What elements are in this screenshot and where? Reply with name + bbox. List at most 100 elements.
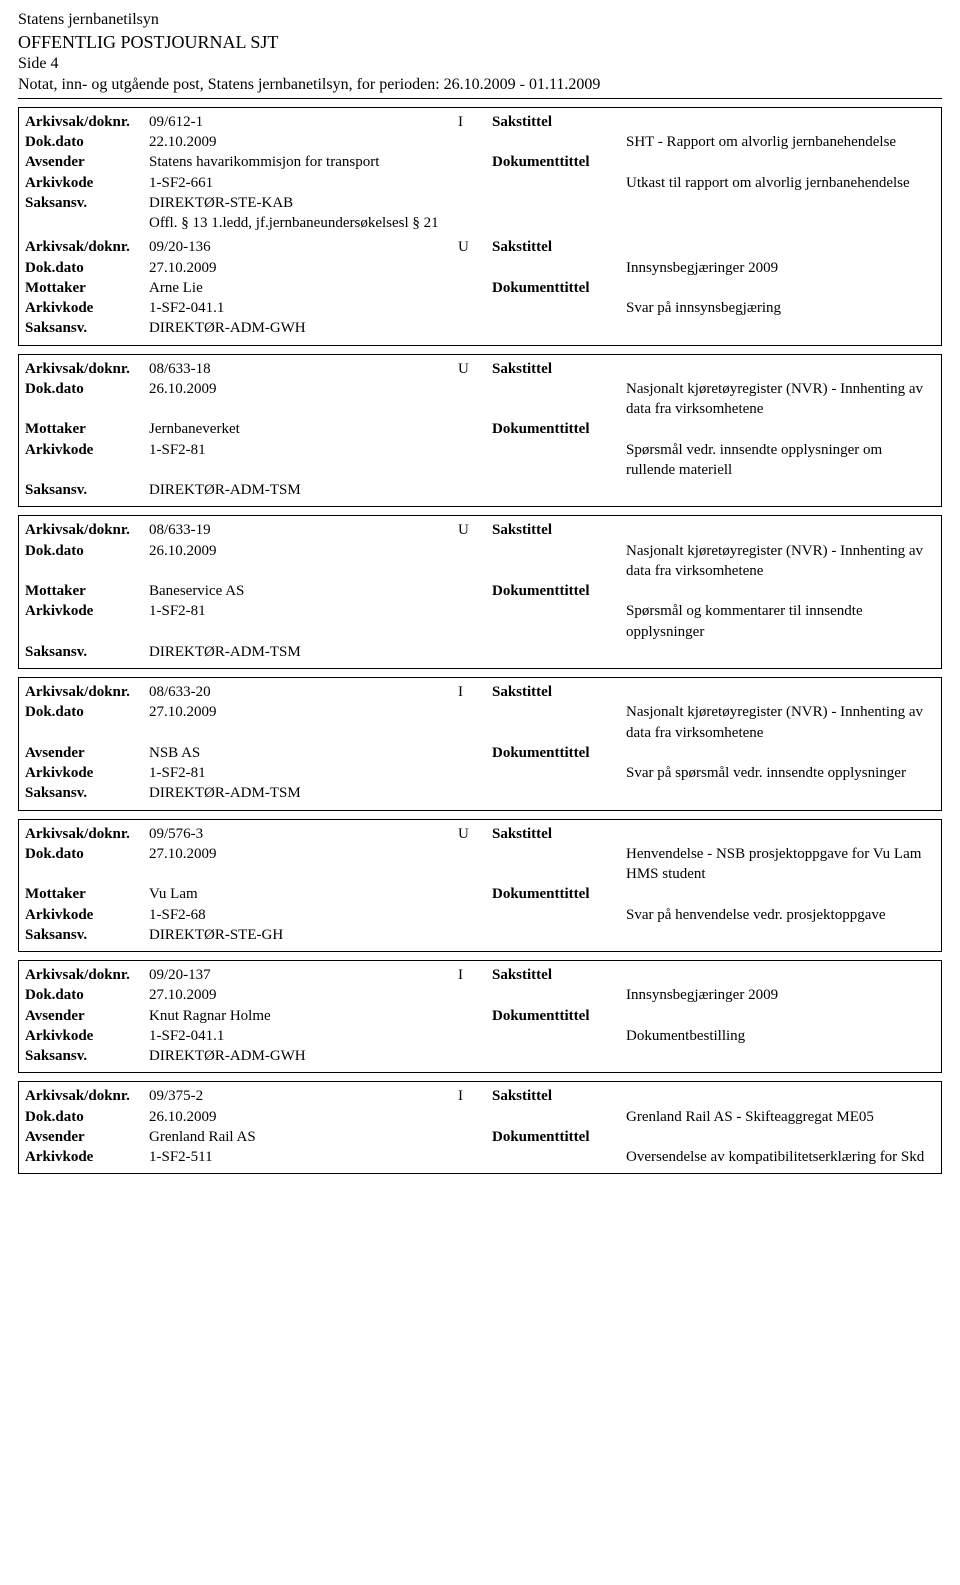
field-label: Arkivkode: [25, 905, 149, 925]
field-label: Avsender: [25, 152, 149, 172]
field-label: Dok.dato: [25, 379, 149, 420]
field-value: 26.10.2009: [149, 541, 458, 582]
io-indicator: [458, 480, 492, 500]
right-label: Dokumenttittel: [492, 1006, 626, 1026]
right-value: Spørsmål og kommentarer til innsendte op…: [626, 601, 935, 642]
entry-table: Arkivsak/doknr.08/633-20ISakstittelDok.d…: [25, 682, 935, 804]
right-value: Innsynsbegjæringer 2009: [626, 258, 935, 278]
field-value: 1-SF2-81: [149, 440, 458, 481]
right-label: [492, 193, 626, 213]
right-value: Svar på spørsmål vedr. innsendte opplysn…: [626, 763, 935, 783]
right-value: [626, 193, 935, 213]
field-label: Arkivsak/doknr.: [25, 1086, 149, 1106]
field-value: Offl. § 13 1.ledd, jf.jernbaneundersøkel…: [149, 213, 458, 233]
right-label: Dokumenttittel: [492, 1127, 626, 1147]
field-label: Arkivsak/doknr.: [25, 520, 149, 540]
io-indicator: [458, 884, 492, 904]
right-value: [626, 581, 935, 601]
entry-table: Arkivsak/doknr.09/576-3USakstittelDok.da…: [25, 824, 935, 946]
right-value: [626, 480, 935, 500]
field-value: 09/375-2: [149, 1086, 458, 1106]
io-indicator: [458, 193, 492, 213]
field-value: Baneservice AS: [149, 581, 458, 601]
field-value: Statens havarikommisjon for transport: [149, 152, 458, 172]
right-value: Nasjonalt kjøretøyregister (NVR) - Innhe…: [626, 379, 935, 420]
io-indicator: [458, 419, 492, 439]
io-indicator: [458, 642, 492, 662]
field-value: Grenland Rail AS: [149, 1127, 458, 1147]
field-value: DIREKTØR-ADM-TSM: [149, 783, 458, 803]
field-value: Jernbaneverket: [149, 419, 458, 439]
field-label: Mottaker: [25, 884, 149, 904]
field-label: [25, 213, 149, 233]
journal-entry: Arkivsak/doknr.09/20-137ISakstittelDok.d…: [18, 960, 942, 1073]
io-indicator: [458, 925, 492, 945]
right-label: Sakstittel: [492, 112, 626, 132]
field-label: Dok.dato: [25, 985, 149, 1005]
right-label: Sakstittel: [492, 965, 626, 985]
field-label: Avsender: [25, 743, 149, 763]
right-value: [626, 112, 935, 132]
field-value: 27.10.2009: [149, 258, 458, 278]
field-value: 1-SF2-511: [149, 1147, 458, 1167]
field-value: 1-SF2-81: [149, 601, 458, 642]
field-value: 26.10.2009: [149, 1107, 458, 1127]
entry-table: Arkivsak/doknr.09/612-1ISakstittelDok.da…: [25, 112, 935, 339]
field-label: Saksansv.: [25, 642, 149, 662]
right-value: Utkast til rapport om alvorlig jernbaneh…: [626, 173, 935, 193]
right-label: Sakstittel: [492, 1086, 626, 1106]
field-label: Arkivkode: [25, 1026, 149, 1046]
right-label: Sakstittel: [492, 824, 626, 844]
field-value: DIREKTØR-STE-GH: [149, 925, 458, 945]
journal-entry: Arkivsak/doknr.09/375-2ISakstittelDok.da…: [18, 1081, 942, 1174]
field-value: 09/20-136: [149, 237, 458, 257]
right-label: Dokumenttittel: [492, 152, 626, 172]
right-label: [492, 985, 626, 1005]
right-label: [492, 844, 626, 885]
header-org: Statens jernbanetilsyn: [18, 10, 942, 31]
io-indicator: I: [458, 682, 492, 702]
header-title: OFFENTLIG POSTJOURNAL SJT: [18, 31, 942, 54]
field-value: DIREKTØR-ADM-TSM: [149, 480, 458, 500]
field-label: Mottaker: [25, 419, 149, 439]
journal-entry: Arkivsak/doknr.09/612-1ISakstittelDok.da…: [18, 107, 942, 346]
header-page: Side 4: [18, 54, 942, 75]
field-value: Vu Lam: [149, 884, 458, 904]
io-indicator: [458, 278, 492, 298]
field-value: DIREKTØR-STE-KAB: [149, 193, 458, 213]
right-label: Sakstittel: [492, 520, 626, 540]
io-indicator: [458, 440, 492, 481]
right-value: Innsynsbegjæringer 2009: [626, 985, 935, 1005]
field-value: 1-SF2-041.1: [149, 298, 458, 318]
right-value: [626, 520, 935, 540]
io-indicator: [458, 152, 492, 172]
field-value: 1-SF2-041.1: [149, 1026, 458, 1046]
right-value: [626, 152, 935, 172]
io-indicator: [458, 844, 492, 885]
io-indicator: U: [458, 237, 492, 257]
field-value: Arne Lie: [149, 278, 458, 298]
right-label: [492, 1107, 626, 1127]
right-value: [626, 318, 935, 338]
right-value: Nasjonalt kjøretøyregister (NVR) - Innhe…: [626, 702, 935, 743]
field-label: Arkivsak/doknr.: [25, 237, 149, 257]
right-label: Dokumenttittel: [492, 884, 626, 904]
right-value: Henvendelse - NSB prosjektoppgave for Vu…: [626, 844, 935, 885]
io-indicator: I: [458, 965, 492, 985]
right-label: [492, 440, 626, 481]
right-value: Svar på innsynsbegjæring: [626, 298, 935, 318]
right-value: [626, 1086, 935, 1106]
right-label: [492, 480, 626, 500]
io-indicator: [458, 1107, 492, 1127]
right-value: Nasjonalt kjøretøyregister (NVR) - Innhe…: [626, 541, 935, 582]
entry-table: Arkivsak/doknr.08/633-18USakstittelDok.d…: [25, 359, 935, 501]
right-label: [492, 173, 626, 193]
io-indicator: U: [458, 520, 492, 540]
field-value: 09/612-1: [149, 112, 458, 132]
field-value: 27.10.2009: [149, 985, 458, 1005]
entry-table: Arkivsak/doknr.09/20-137ISakstittelDok.d…: [25, 965, 935, 1066]
right-label: Dokumenttittel: [492, 278, 626, 298]
field-value: DIREKTØR-ADM-GWH: [149, 1046, 458, 1066]
field-label: Arkivsak/doknr.: [25, 824, 149, 844]
field-label: Saksansv.: [25, 1046, 149, 1066]
